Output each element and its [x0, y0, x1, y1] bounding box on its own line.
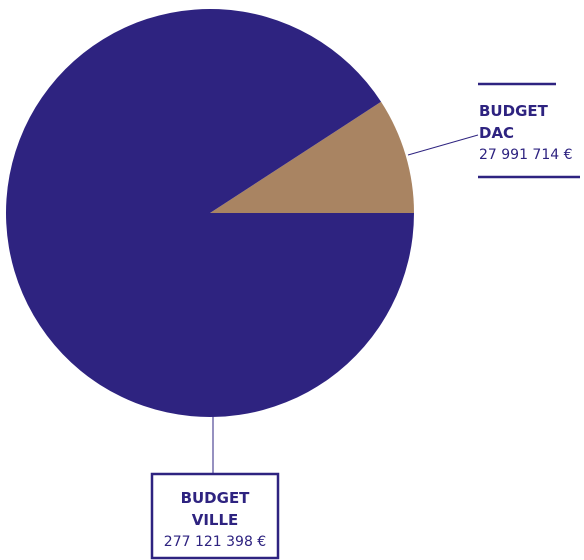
- pie-slice-dac: [210, 101, 414, 213]
- pie-slice-ville: [6, 8, 415, 417]
- label-dac-line2: DAC: [479, 124, 514, 142]
- label-ville-line2: VILLE: [192, 511, 239, 529]
- label-dac-line1: BUDGET: [479, 102, 549, 120]
- label-ville-box: [150, 472, 280, 560]
- leader-line-dac: [407, 134, 479, 156]
- label-dac-value: 27 991 714 €: [479, 147, 573, 163]
- label-ville-line1: BUDGET: [181, 489, 251, 507]
- label-ville: BUDGET VILLE 277 121 398 €: [150, 415, 280, 560]
- pie-slices: [6, 8, 415, 417]
- label-dac: BUDGET DAC 27 991 714 €: [407, 82, 580, 179]
- label-ville-value: 277 121 398 €: [164, 534, 266, 550]
